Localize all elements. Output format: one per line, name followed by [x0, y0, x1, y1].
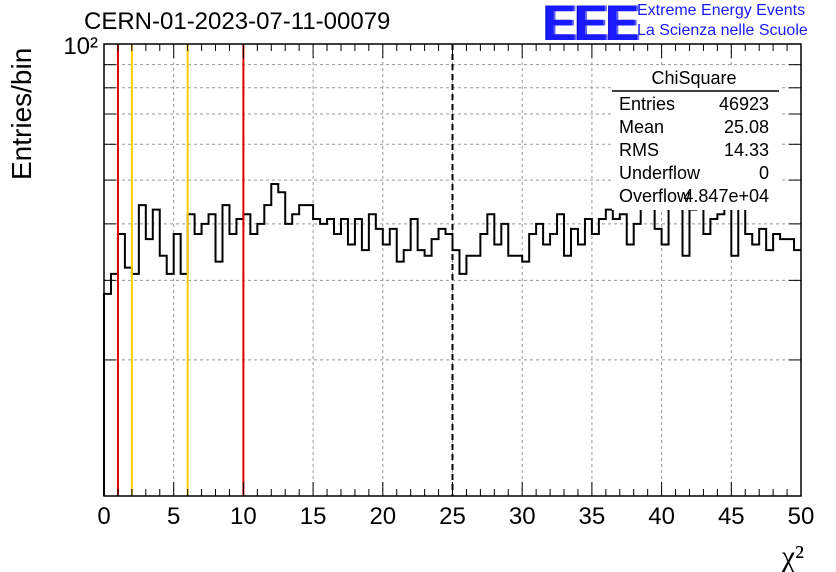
x-tick-label: 0: [97, 503, 110, 530]
histogram-line: [103, 183, 801, 496]
logo-line-2: La Scienza nelle Scuole: [637, 22, 808, 39]
run-title: CERN-01-2023-07-11-00079: [84, 8, 391, 35]
stat-value-rms: 14.33: [723, 140, 769, 160]
x-tick-label: 40: [648, 503, 675, 530]
logo-line-1: Extreme Energy Events: [637, 2, 806, 19]
stat-name-entries: Entries: [619, 94, 676, 114]
stat-name-mean: Mean: [619, 117, 665, 137]
stat-value-underflow: 0: [758, 163, 769, 183]
stats-box-title: ChiSquare: [651, 68, 737, 88]
x-axis-label: χ²: [781, 540, 804, 572]
stat-name-underflow: Underflow: [619, 163, 701, 183]
stat-name-rms: RMS: [619, 140, 659, 160]
stat-value-overflow: 4.847e+04: [683, 186, 769, 206]
y-axis-label: Entries/bin: [6, 47, 37, 180]
x-tick-label: 5: [167, 503, 180, 530]
x-tick-label: 25: [439, 503, 466, 530]
eee-logo: EEE: [543, 0, 639, 51]
x-tick-label: 10: [230, 503, 257, 530]
x-tick-label: 30: [509, 503, 536, 530]
stat-name-overflow: Overflow: [619, 186, 691, 206]
x-tick-label: 20: [369, 503, 396, 530]
x-tick-label: 15: [300, 503, 327, 530]
stat-value-entries: 46923: [718, 94, 769, 114]
x-tick-label: 50: [788, 503, 815, 530]
x-tick-label: 45: [718, 503, 745, 530]
stat-value-mean: 25.08: [723, 117, 769, 137]
y-tick-label: 10²: [63, 33, 98, 60]
x-tick-label: 35: [579, 503, 606, 530]
stats-box-bg: [612, 66, 779, 210]
